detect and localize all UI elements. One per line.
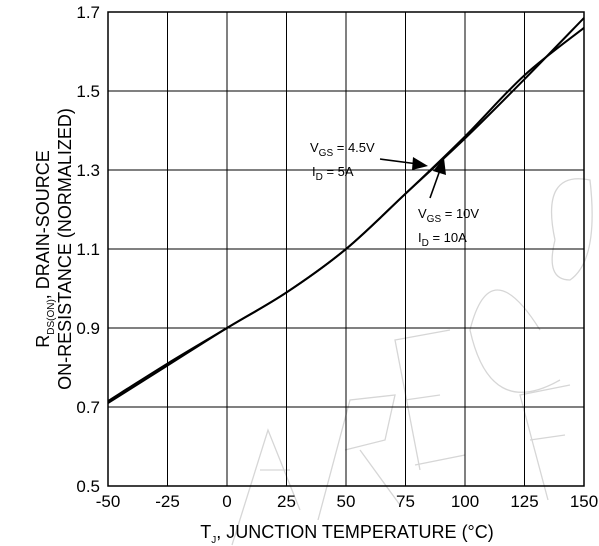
y-tick-label: 1.3: [76, 161, 100, 180]
x-tick-label: 100: [451, 492, 479, 511]
x-tick-label: 75: [396, 492, 415, 511]
x-tick-label: 25: [277, 492, 296, 511]
series-group: [107, 17, 585, 404]
annotation-vgs-10v: VGS = 10V: [418, 206, 479, 225]
annotation-vgs-4-5v: VGS = 4.5V: [310, 140, 375, 159]
series-line-2: [107, 17, 585, 404]
plot-frame: [107, 11, 585, 487]
y-axis-title-line2: ON-RESISTANCE (NORMALIZED): [55, 108, 75, 390]
y-tick-label: 1.1: [76, 240, 100, 259]
watermark: [231, 178, 593, 546]
x-tick-label: 50: [337, 492, 356, 511]
x-axis-title: TJ, JUNCTION TEMPERATURE (°C): [200, 522, 494, 546]
annotation-id-10a: ID = 10A: [418, 230, 467, 249]
y-tick-labels: 0.5 0.7 0.9 1.1 1.3 1.5 1.7: [76, 3, 100, 496]
x-tick-label: 150: [570, 492, 598, 511]
x-tick-label: -50: [96, 492, 121, 511]
y-tick-label: 0.7: [76, 398, 100, 417]
x-tick-label: 125: [510, 492, 538, 511]
grid: [108, 12, 584, 486]
arrow-vgs-4-5v: [379, 157, 428, 170]
y-tick-label: 0.5: [76, 477, 100, 496]
x-tick-labels: -50 -25 0 25 50 75 100 125 150: [96, 492, 598, 511]
annotation-id-5a: ID = 5A: [312, 164, 354, 183]
arrow-vgs-10v: [429, 158, 446, 199]
y-tick-label: 0.9: [76, 319, 100, 338]
y-tick-label: 1.7: [76, 3, 100, 22]
y-tick-label: 1.5: [76, 82, 100, 101]
x-tick-label: 0: [222, 492, 231, 511]
x-tick-label: -25: [155, 492, 180, 511]
y-axis-title-line1: RDS(ON), DRAIN-SOURCE: [33, 150, 57, 348]
y-axis-title: RDS(ON), DRAIN-SOURCE ON-RESISTANCE (NOR…: [33, 108, 75, 390]
